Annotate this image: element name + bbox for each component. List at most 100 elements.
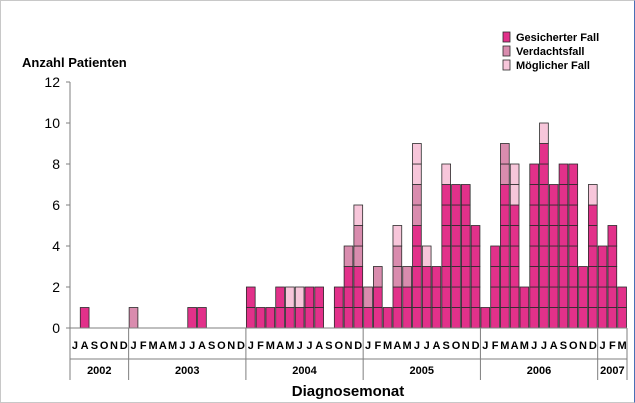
bar-segment-gesicherter-fall [509,286,520,308]
legend-label: Gesicherter Fall [516,32,599,44]
bar-segment-gesicherter-fall [421,307,432,329]
x-tick-label: S [208,340,215,352]
x-tick-label: M [500,340,509,352]
bar-segment-gesicherter-fall [343,286,354,308]
bar-segment-gesicherter-fall [539,245,549,267]
x-tick-label: A [393,340,401,352]
bar-segment-gesicherter-fall [441,225,451,247]
bar-segment-m-glicher-fall [539,122,549,144]
y-tick-label: 4 [52,238,60,254]
bar-segment-gesicherter-fall [597,245,608,267]
x-tick-label: F [257,340,264,352]
x-tick-label: O [452,340,461,352]
x-tick-label: J [189,340,195,352]
bar-segment-m-glicher-fall [421,245,432,267]
x-tick-label: N [227,340,235,352]
bar-segment-gesicherter-fall [275,307,285,329]
bar-segment-gesicherter-fall [558,204,569,226]
bar-segment-gesicherter-fall [490,307,500,329]
bar-segment-gesicherter-fall [568,163,579,185]
bar-segment-gesicherter-fall [480,307,491,329]
bar-segment-gesicherter-fall [597,307,608,329]
bar-segment-gesicherter-fall [314,286,324,308]
x-tick-label: F [374,340,381,352]
year-label: 2006 [527,365,551,377]
bar-segment-verdachtsfall [500,143,510,165]
bar-segment-gesicherter-fall [548,204,559,226]
bar-segment-gesicherter-fall [539,225,549,247]
bar-segment-gesicherter-fall [578,266,588,288]
bar-segment-gesicherter-fall [578,286,588,308]
bars-layer [79,122,627,329]
bar-segment-gesicherter-fall [617,286,627,308]
bar-segment-gesicherter-fall [548,266,559,288]
x-tick-label: N [579,340,587,352]
bar-segment-gesicherter-fall [558,266,569,288]
bar-segment-gesicherter-fall [588,266,598,288]
bar-segment-gesicherter-fall [529,266,539,288]
x-tick-label: J [531,340,537,352]
x-tick-label: A [511,340,519,352]
bar-segment-gesicherter-fall [607,286,618,308]
y-tick-label: 6 [52,197,60,213]
bar-segment-gesicherter-fall [402,286,412,308]
bar-segment-m-glicher-fall [285,286,295,308]
bar-segment-gesicherter-fall [392,307,403,329]
bar-segment-gesicherter-fall [529,245,539,267]
bar-segment-gesicherter-fall [607,266,618,288]
bar-segment-gesicherter-fall [255,307,266,329]
bar-segment-verdachtsfall [412,204,422,226]
x-tick-label: N [110,340,118,352]
bar-segment-gesicherter-fall [333,307,344,329]
bar-segment-verdachtsfall [373,266,383,288]
x-tick-label: A [550,340,558,352]
bar-segment-gesicherter-fall [187,307,197,329]
bar-segment-m-glicher-fall [588,184,598,206]
x-tick-label: O [100,340,109,352]
bar-segment-gesicherter-fall [500,245,510,267]
x-tick-label: D [120,340,128,352]
bar-segment-gesicherter-fall [509,266,520,288]
bar-segment-verdachtsfall [128,307,139,329]
bar-segment-m-glicher-fall [294,286,305,308]
bar-segment-m-glicher-fall [509,184,520,206]
bar-segment-gesicherter-fall [451,204,461,226]
x-tick-label: J [306,340,312,352]
bar-segment-gesicherter-fall [460,286,471,308]
bar-segment-gesicherter-fall [558,307,569,329]
bar-segment-gesicherter-fall [568,204,579,226]
x-axis-label: Diagnosemonat [292,383,405,400]
x-tick-label: S [560,340,567,352]
x-tick-label: D [472,340,480,352]
bar-segment-gesicherter-fall [597,266,608,288]
legend-swatch [502,45,511,57]
x-tick-label: J [365,340,371,352]
x-tick-label: M [266,340,275,352]
bar-segment-gesicherter-fall [529,184,539,206]
bar-segment-gesicherter-fall [245,286,256,308]
y-tick-label: 12 [44,74,60,90]
bar-segment-gesicherter-fall [245,307,256,329]
bar-segment-verdachtsfall [412,184,422,206]
bar-segment-gesicherter-fall [558,286,569,308]
bar-segment-gesicherter-fall [568,225,579,247]
x-tick-label: J [130,340,136,352]
bar-segment-gesicherter-fall [529,307,539,329]
bar-segment-gesicherter-fall [568,266,579,288]
bar-segment-gesicherter-fall [509,204,520,226]
bar-segment-m-glicher-fall [412,143,422,165]
bar-segment-gesicherter-fall [412,307,422,329]
bar-segment-gesicherter-fall [460,184,471,206]
bar-segment-m-glicher-fall [353,204,364,226]
bar-segment-verdachtsfall [500,163,510,185]
bar-segment-gesicherter-fall [548,225,559,247]
bar-segment-gesicherter-fall [578,307,588,329]
bar-segment-gesicherter-fall [373,307,383,329]
bar-segment-gesicherter-fall [568,245,579,267]
legend-label: Möglicher Fall [516,60,590,72]
bar-segment-verdachtsfall [353,245,364,267]
y-tick-label: 0 [52,320,60,336]
bar-segment-m-glicher-fall [392,225,403,247]
bar-segment-gesicherter-fall [539,163,549,185]
